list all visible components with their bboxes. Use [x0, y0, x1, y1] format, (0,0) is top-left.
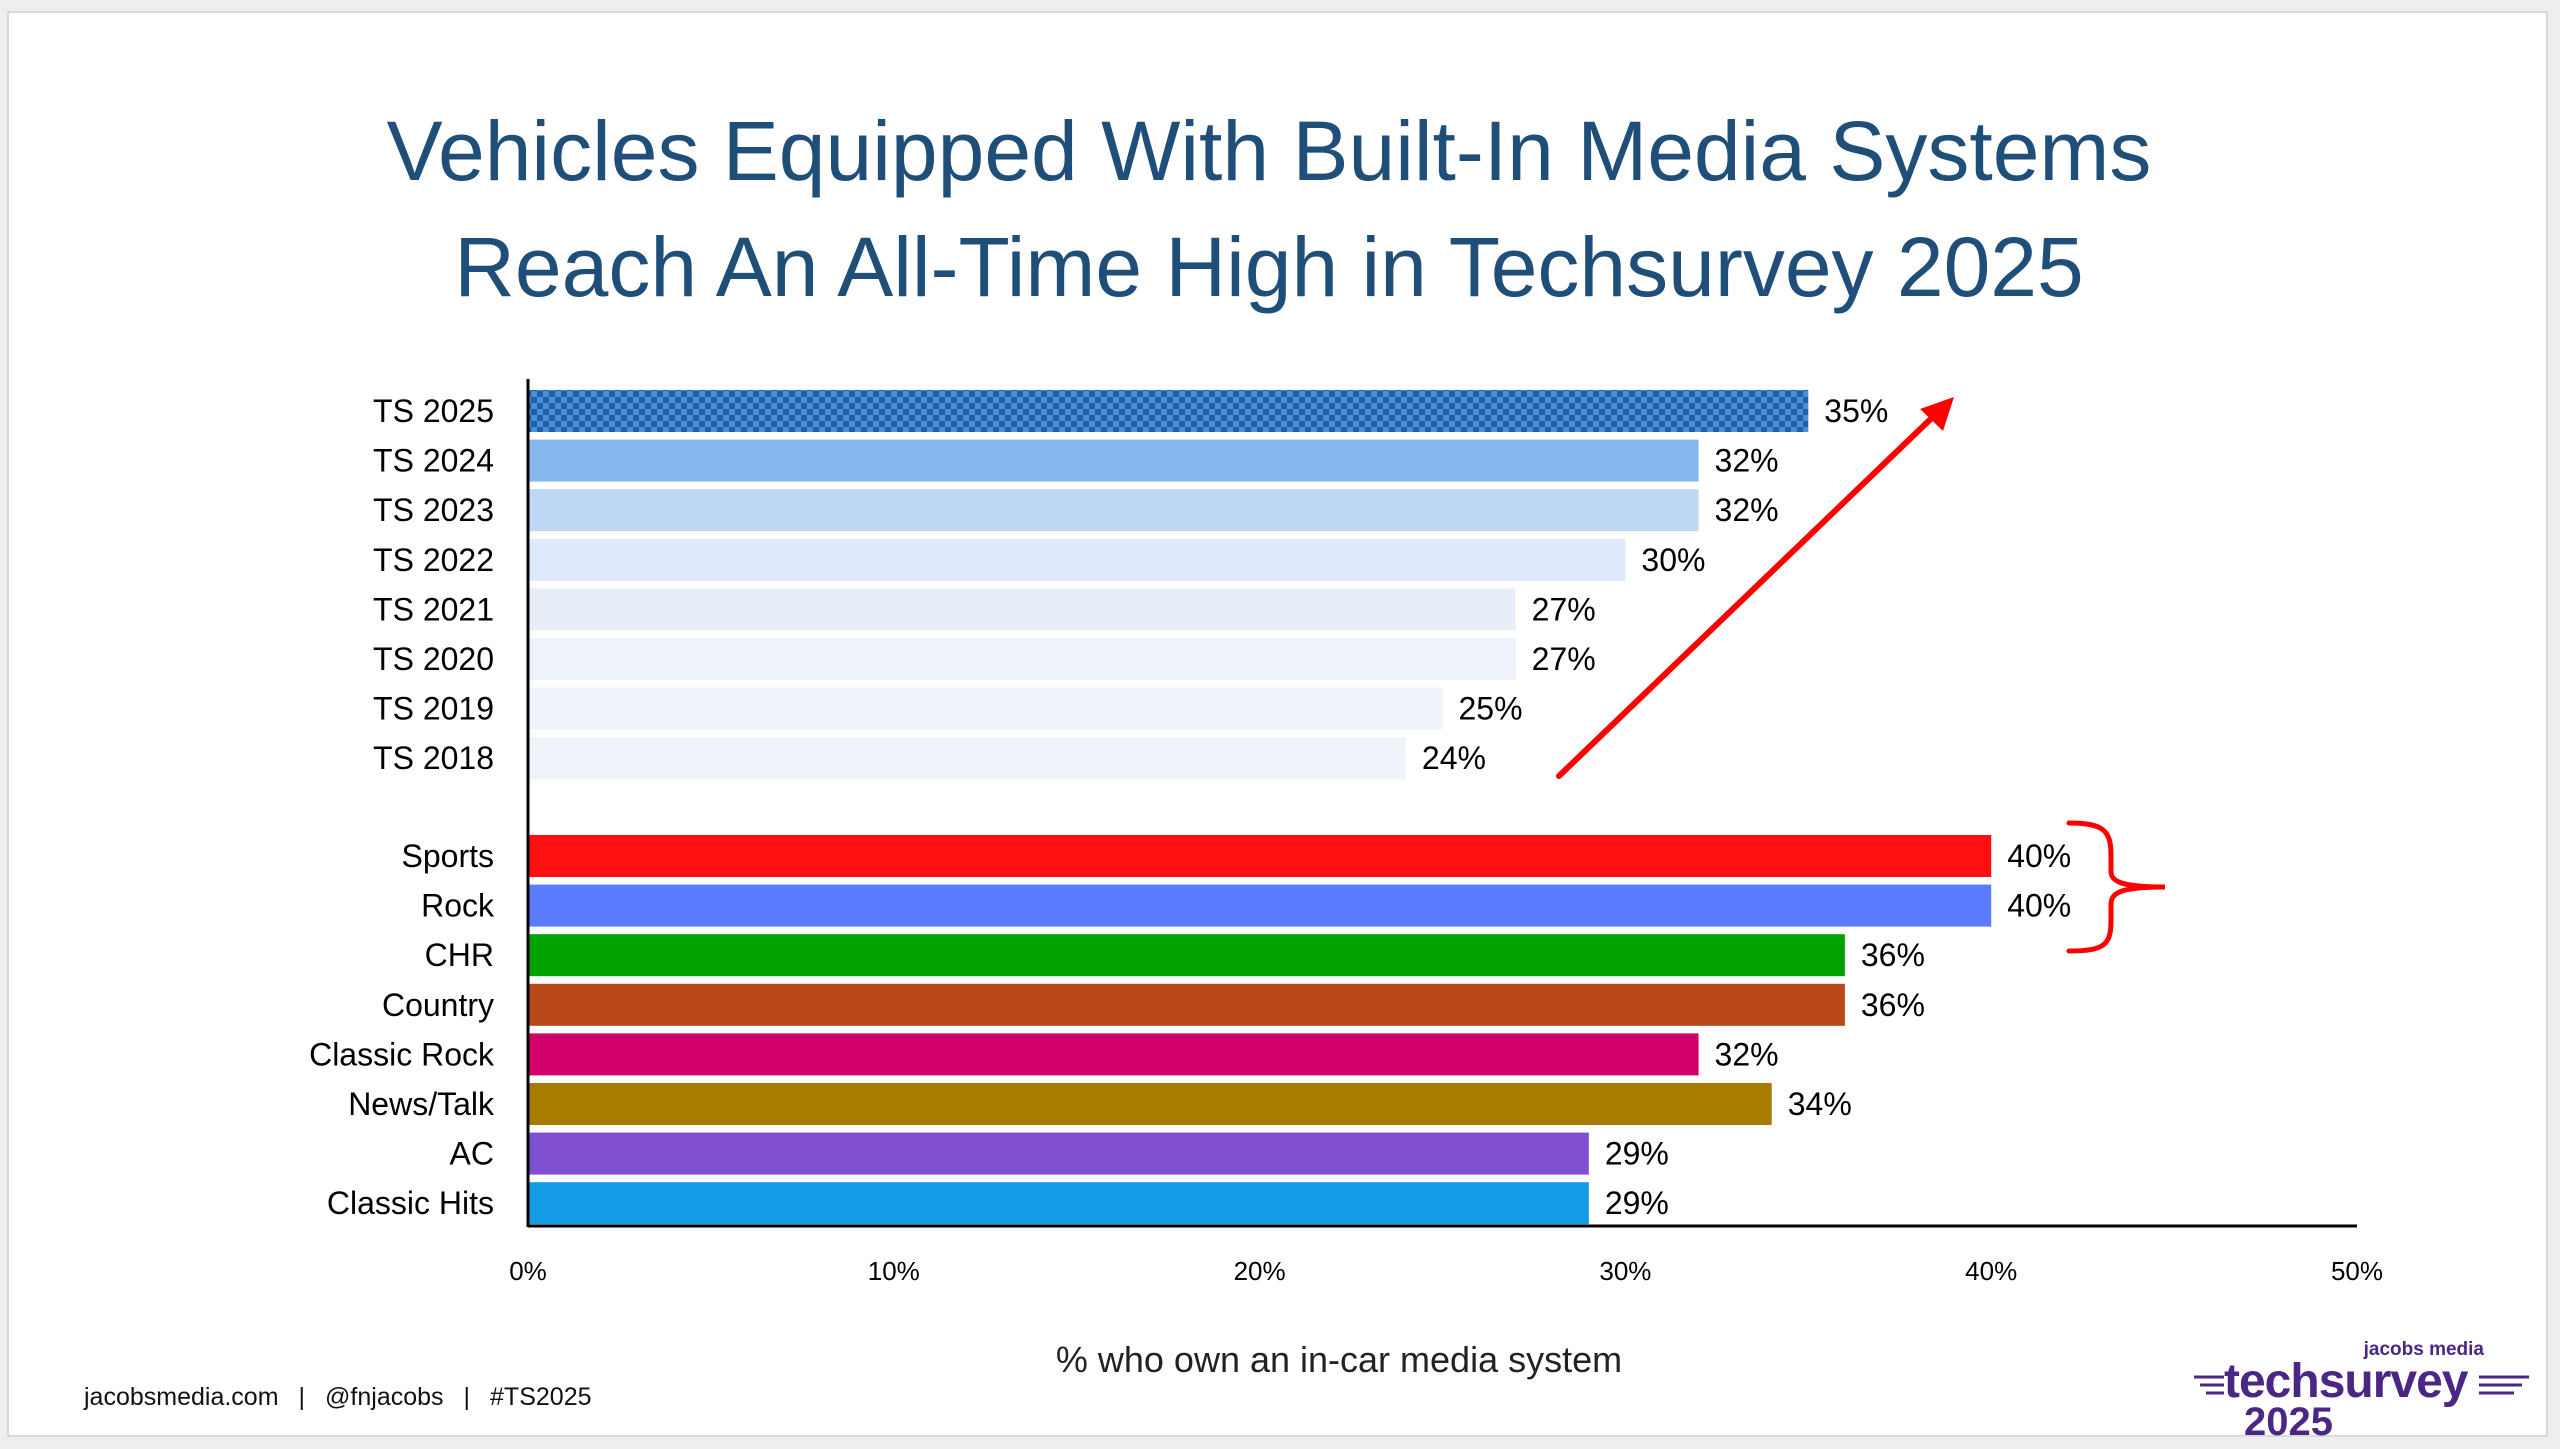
value-label: 32% [1715, 1036, 1779, 1072]
bar-news-talk [528, 1083, 1772, 1125]
footer-separator: | [463, 1383, 471, 1411]
category-label: Sports [402, 838, 494, 874]
category-label: TS 2025 [373, 393, 494, 429]
category-label: News/Talk [348, 1086, 495, 1122]
value-label: 32% [1715, 443, 1779, 479]
category-label: TS 2019 [373, 691, 494, 727]
x-tick-label: 20% [1234, 1256, 1286, 1286]
svg-text:jacobs media: jacobs media [2363, 1341, 2485, 1360]
title-line-1: Vehicles Equipped With Built-In Media Sy… [386, 104, 2152, 198]
title-line-2: Reach An All-Time High in Techsurvey 202… [454, 220, 2084, 314]
value-label: 36% [1861, 937, 1925, 973]
value-label: 35% [1824, 393, 1888, 429]
bar-ts-2020 [528, 638, 1516, 680]
value-label: 30% [1641, 542, 1705, 578]
category-label: TS 2021 [373, 591, 494, 627]
category-label: TS 2022 [373, 542, 494, 578]
footer-handle: @fnjacobs [325, 1383, 444, 1411]
category-label: TS 2018 [373, 740, 494, 776]
category-label: Classic Hits [327, 1185, 494, 1221]
x-tick-label: 10% [868, 1256, 920, 1286]
x-tick-label: 0% [509, 1256, 547, 1286]
category-label: TS 2023 [373, 492, 494, 528]
value-label: 27% [1532, 591, 1596, 627]
trend-arrow-icon [1556, 408, 1942, 779]
value-label: 27% [1532, 641, 1596, 677]
category-label: TS 2020 [373, 641, 494, 677]
chart-title: Vehicles Equipped With Built-In Media Sy… [9, 93, 2529, 325]
category-label: Classic Rock [309, 1036, 495, 1072]
x-axis-title: % who own an in-car media system [1055, 1339, 1623, 1380]
value-label: 29% [1605, 1136, 1669, 1172]
value-label: 29% [1605, 1185, 1669, 1221]
category-label: CHR [425, 937, 494, 973]
category-label: Country [382, 987, 494, 1023]
slide: Vehicles Equipped With Built-In Media Sy… [7, 11, 2548, 1437]
bar-classic-rock [528, 1033, 1699, 1076]
trend-arrow-head-icon [1920, 397, 1954, 431]
footer: jacobsmedia.com | @fnjacobs | #TS2025 [84, 1383, 592, 1412]
bar-ac [528, 1132, 1589, 1175]
category-label: TS 2024 [373, 443, 494, 479]
value-label: 40% [2007, 838, 2071, 874]
footer-separator: | [298, 1383, 306, 1411]
x-tick-label: 30% [1599, 1256, 1651, 1286]
svg-text:techsurvey: techsurvey [2224, 1355, 2469, 1408]
value-label: 40% [2007, 888, 2071, 924]
footer-hashtag: #TS2025 [490, 1383, 592, 1411]
bar-ts-2023 [528, 489, 1699, 532]
value-label: 32% [1715, 492, 1779, 528]
bar-rock [528, 884, 1992, 927]
x-tick-label: 50% [2331, 1256, 2383, 1286]
bar-sports [528, 835, 1992, 877]
bar-ts-2024 [528, 439, 1699, 482]
bar-ts-2021 [528, 588, 1516, 631]
value-label: 25% [1459, 691, 1523, 727]
bar-ts-2025 [528, 390, 1809, 432]
bar-classic-hits [528, 1182, 1589, 1225]
value-label: 36% [1861, 987, 1925, 1023]
bar-ts-2022 [528, 538, 1626, 581]
x-tick-label: 40% [1965, 1256, 2017, 1286]
curly-brace-icon [2066, 820, 2166, 954]
bar-chr [528, 934, 1845, 977]
bar-ts-2019 [528, 687, 1443, 730]
category-label: Rock [421, 888, 495, 924]
techsurvey-logo: jacobs media techsurvey 2025 [2194, 1341, 2529, 1437]
category-label: AC [450, 1136, 494, 1172]
footer-site: jacobsmedia.com [84, 1383, 279, 1411]
value-label: 24% [1422, 740, 1486, 776]
bar-country [528, 983, 1845, 1026]
bar-chart: TS 2025 35% TS 2024 32% TS 2023 32% TS 2022 30%… [309, 379, 2383, 1286]
svg-text:2025: 2025 [2244, 1400, 2333, 1437]
value-label: 34% [1788, 1086, 1852, 1122]
bar-ts-2018 [528, 737, 1406, 780]
